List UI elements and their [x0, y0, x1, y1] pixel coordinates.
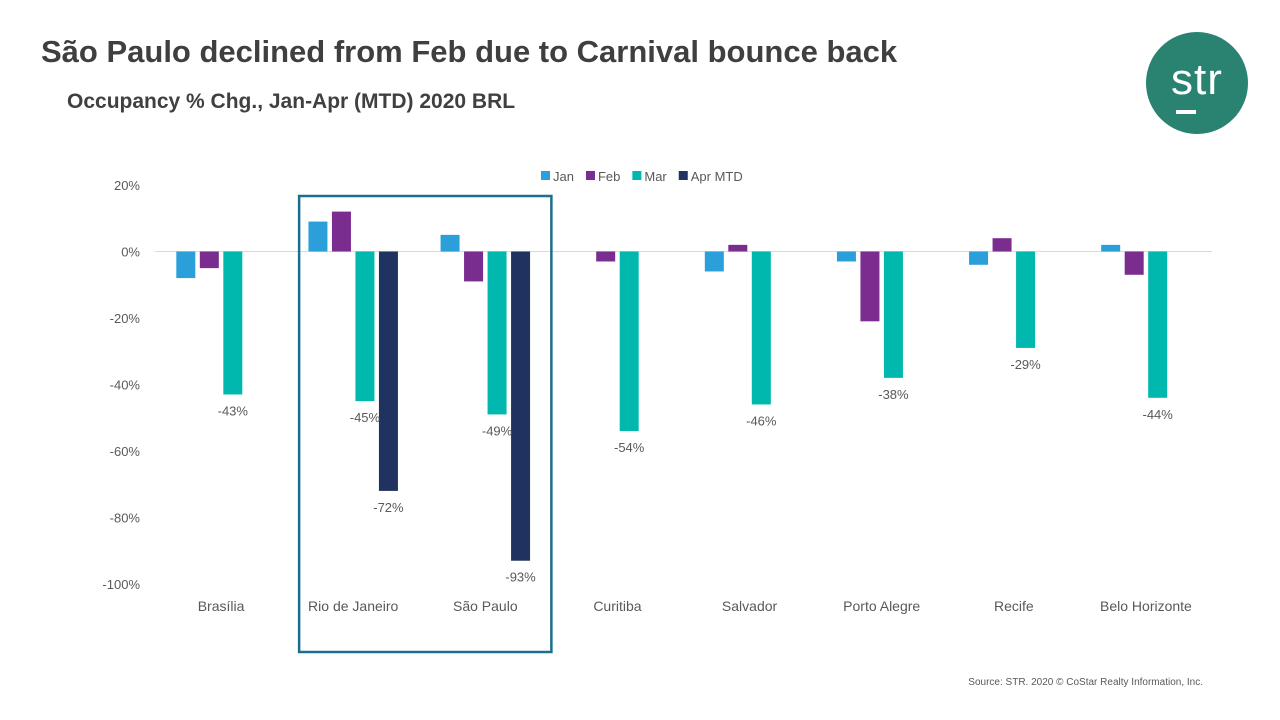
legend-label-jan: Jan — [553, 169, 574, 184]
bar-mar-salvador — [751, 251, 771, 405]
bar-jan-sao-paulo — [440, 234, 460, 252]
y-tick-label: -60% — [110, 444, 141, 459]
legend-label-mar: Mar — [644, 169, 667, 184]
data-label: -44% — [1143, 407, 1174, 422]
y-tick-label: 0% — [121, 245, 140, 260]
y-tick-label: -20% — [110, 311, 141, 326]
bar-jan-belo-horizonte — [1101, 244, 1121, 252]
bar-apr-mtd-rio-de-janeiro — [378, 251, 398, 491]
data-label: -43% — [218, 403, 249, 418]
bar-mar-recife — [1016, 251, 1036, 348]
bar-feb-recife — [992, 238, 1012, 252]
y-tick-label: 20% — [114, 178, 140, 193]
legend-swatch-apr-mtd — [678, 171, 688, 180]
legend-swatch-jan — [541, 171, 550, 180]
legend-label-apr-mtd: Apr MTD — [691, 169, 743, 184]
bar-jan-salvador — [704, 251, 724, 272]
data-label: -54% — [614, 440, 645, 455]
x-tick-label: Recife — [994, 598, 1034, 614]
bar-jan-recife — [969, 251, 989, 265]
bar-feb-sao-paulo — [464, 251, 484, 282]
bar-mar-porto-alegre — [883, 251, 903, 378]
str-logo: str — [1146, 32, 1248, 134]
bar-feb-rio-de-janeiro — [331, 211, 351, 252]
data-label: -29% — [1010, 357, 1041, 372]
bar-feb-brasilia — [199, 251, 219, 269]
data-label: -93% — [505, 570, 536, 585]
chart-subtitle: Occupancy % Chg., Jan-Apr (MTD) 2020 BRL — [67, 90, 516, 113]
legend-swatch-mar — [632, 171, 642, 180]
legend-label-feb: Feb — [598, 169, 620, 184]
bar-mar-brasilia — [223, 251, 243, 395]
x-tick-label: Curitiba — [593, 598, 641, 614]
x-tick-label: São Paulo — [453, 598, 518, 614]
x-tick-label: Porto Alegre — [843, 598, 920, 614]
logo-underline — [1176, 110, 1196, 114]
bar-jan-porto-alegre — [836, 251, 856, 262]
data-label: -45% — [350, 410, 381, 425]
data-label: -38% — [878, 387, 909, 402]
bar-feb-belo-horizonte — [1124, 251, 1144, 275]
bar-jan-brasilia — [176, 251, 196, 279]
bar-mar-belo-horizonte — [1148, 251, 1168, 398]
page-title: São Paulo declined from Feb due to Carni… — [41, 34, 898, 69]
data-label: -46% — [746, 413, 777, 428]
source-note: Source: STR. 2020 © CoStar Realty Inform… — [968, 677, 1203, 688]
data-label: -49% — [482, 423, 513, 438]
y-tick-label: -40% — [110, 378, 141, 393]
x-tick-label: Brasília — [198, 598, 245, 614]
data-label: -72% — [373, 500, 404, 515]
logo-text: str — [1171, 55, 1223, 104]
bar-mar-curitiba — [619, 251, 639, 432]
x-tick-label: Belo Horizonte — [1100, 598, 1192, 614]
x-tick-label: Salvador — [722, 598, 778, 614]
y-tick-label: -80% — [110, 511, 141, 526]
x-tick-label: Rio de Janeiro — [308, 598, 398, 614]
highlight-box — [297, 194, 553, 654]
bar-feb-porto-alegre — [860, 251, 880, 322]
bar-mar-sao-paulo — [487, 251, 507, 415]
legend-swatch-feb — [585, 171, 595, 180]
bar-apr-mtd-sao-paulo — [511, 251, 531, 561]
bar-jan-rio-de-janeiro — [308, 221, 328, 252]
bar-mar-rio-de-janeiro — [355, 251, 375, 402]
y-tick-label: -100% — [102, 577, 140, 592]
bar-feb-curitiba — [596, 251, 616, 262]
bar-feb-salvador — [728, 244, 748, 252]
